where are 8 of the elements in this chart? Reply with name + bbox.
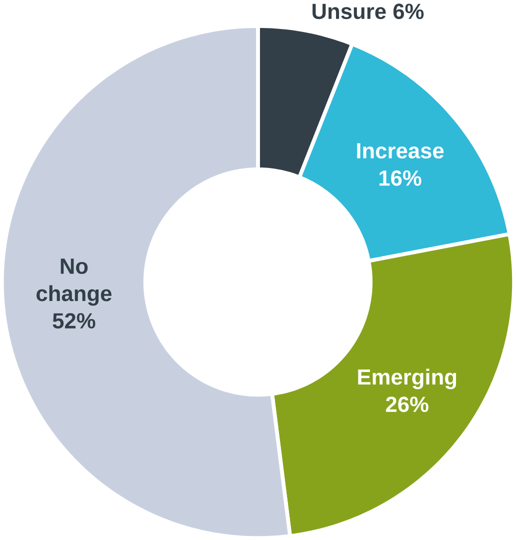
data-label: 52% (52, 313, 96, 329)
data-label: 16% (380, 170, 422, 186)
data-label: 6% (393, 4, 424, 20)
slice-label: Unsure (312, 4, 386, 20)
slice-label: No change (36, 258, 112, 306)
data-label: 26% (386, 396, 428, 412)
slice-label: Increase (357, 143, 444, 158)
slice-label: Emerging (358, 368, 456, 390)
